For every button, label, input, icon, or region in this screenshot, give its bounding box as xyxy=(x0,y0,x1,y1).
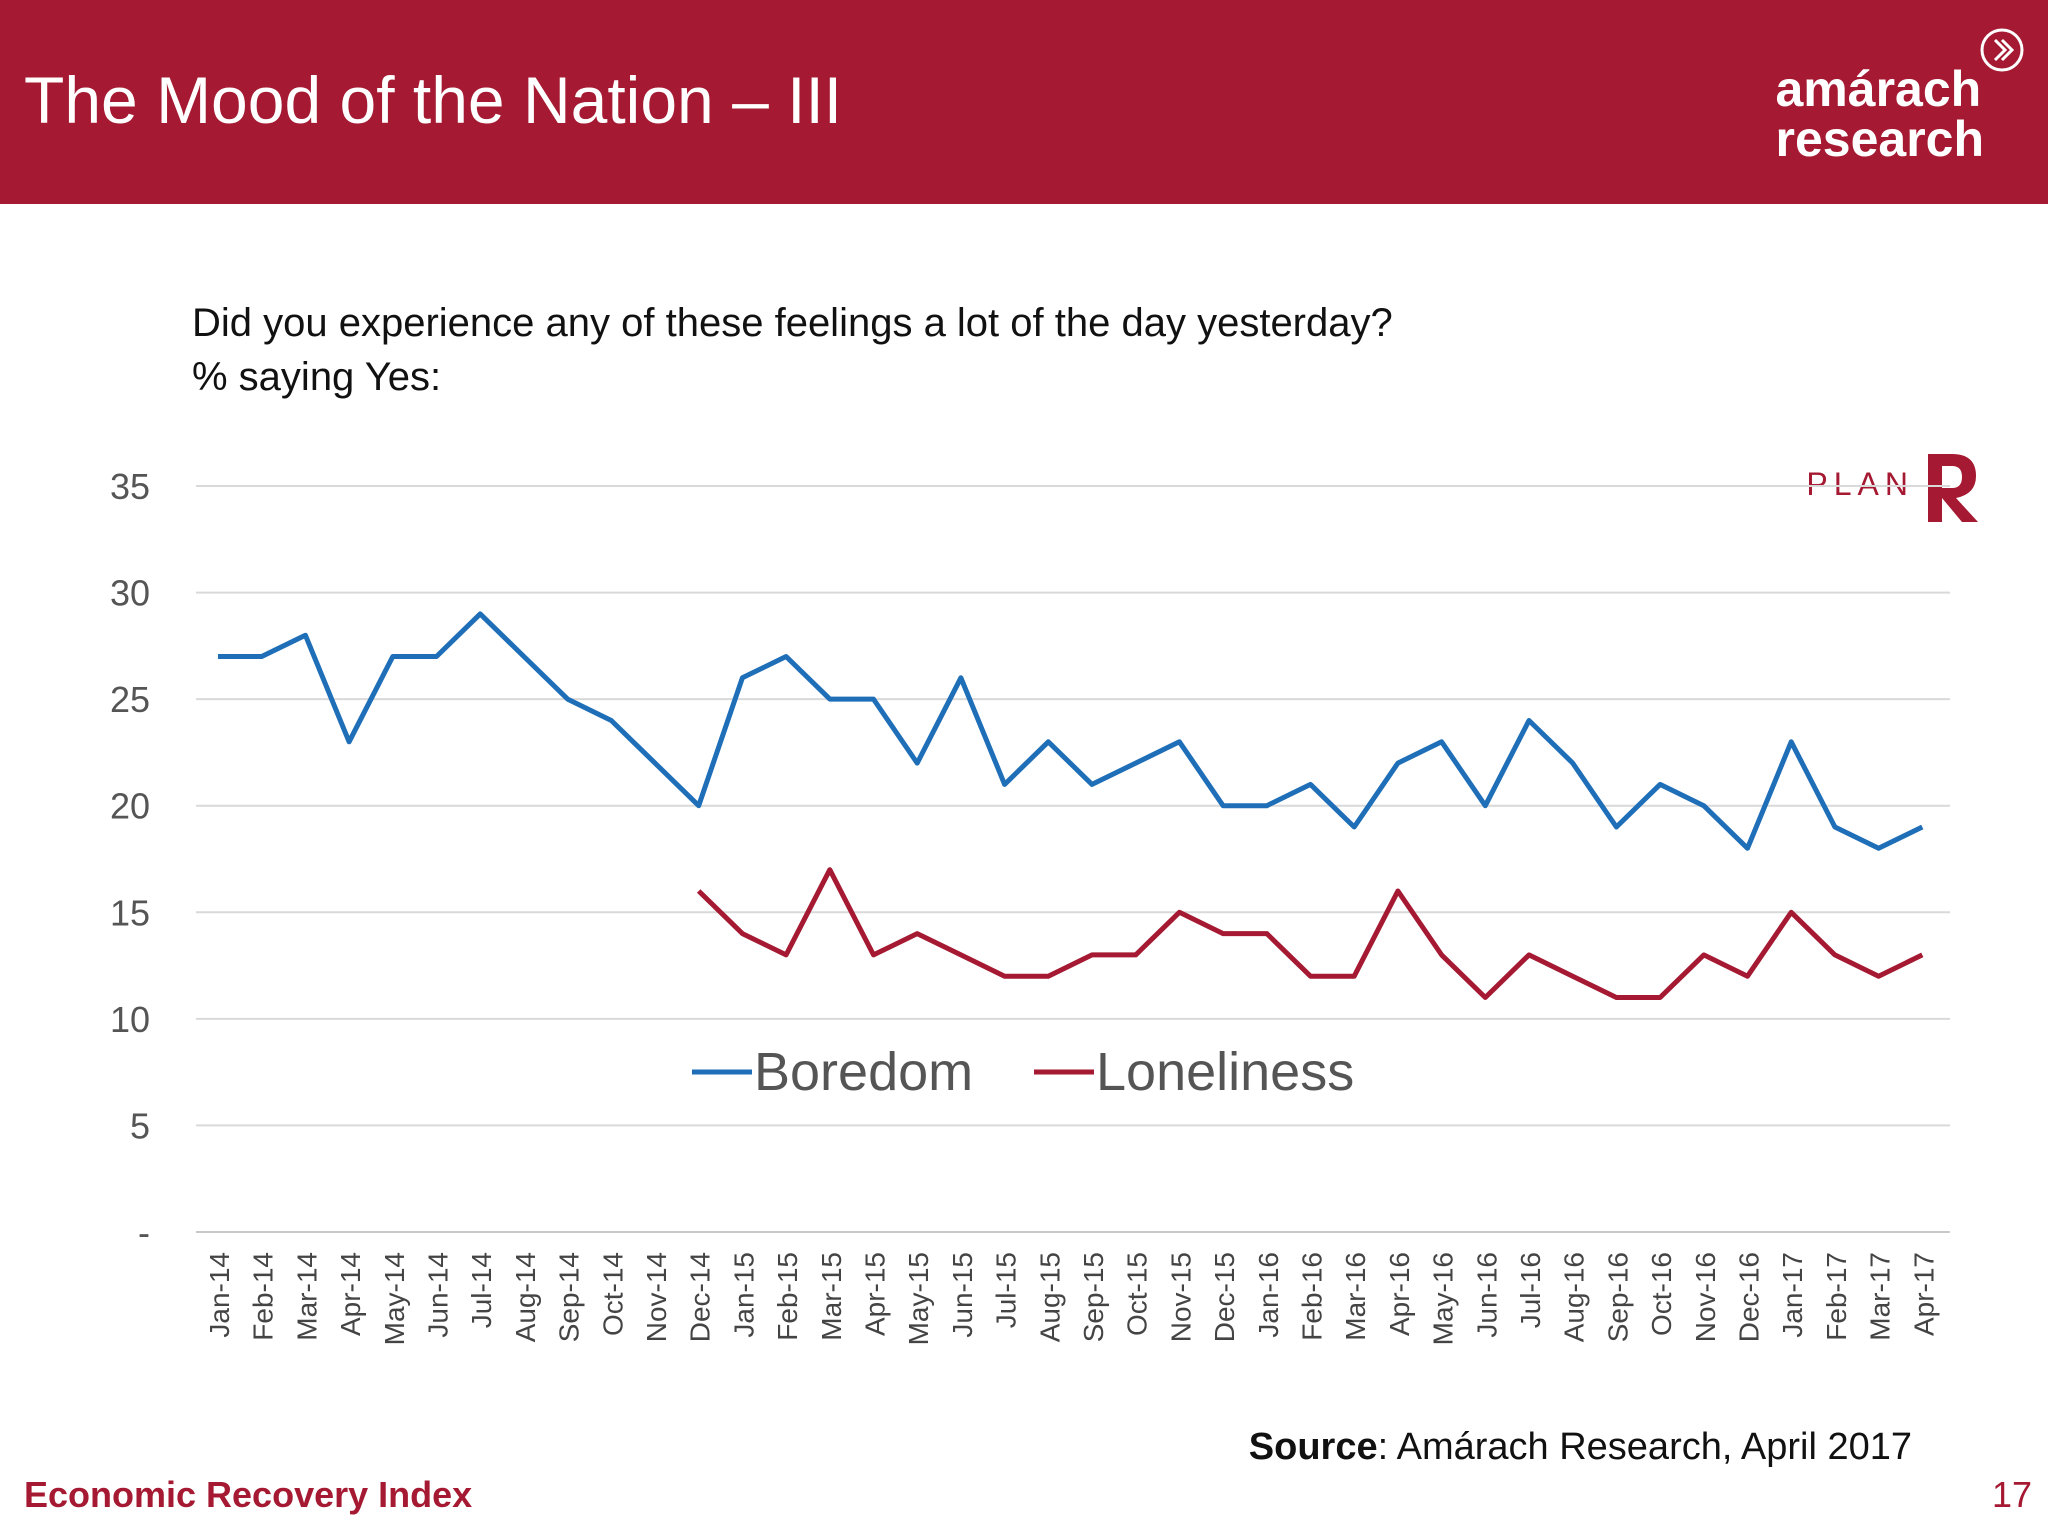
x-tick-label: Dec-15 xyxy=(1209,1252,1240,1342)
x-tick-label: Nov-16 xyxy=(1690,1252,1721,1342)
plan-r-logo: R xyxy=(1928,454,1978,522)
x-tick-label: Mar-14 xyxy=(291,1252,322,1341)
footer-title: Economic Recovery Index xyxy=(24,1474,473,1515)
series-line-boredom xyxy=(218,611,1924,851)
x-tick-label: Jun-14 xyxy=(423,1252,454,1338)
x-tick-label: Jan-15 xyxy=(728,1252,759,1338)
x-tick-label: Feb-15 xyxy=(772,1252,803,1341)
x-tick-label: May-14 xyxy=(379,1252,410,1345)
x-tick-label: Jan-14 xyxy=(204,1252,235,1338)
plan-logo-text: PLAN xyxy=(1806,466,1914,502)
source-label: Source xyxy=(1248,1426,1378,1468)
question-line2: % saying Yes: xyxy=(192,355,442,399)
x-tick-label: Jan-16 xyxy=(1253,1252,1284,1338)
header-bar: The Mood of the Nation – III amárach res… xyxy=(0,0,2048,204)
x-tick-label: Aug-16 xyxy=(1559,1252,1590,1342)
x-tick-label: Mar-16 xyxy=(1340,1252,1371,1341)
chevron-right-circle-icon xyxy=(1980,28,2024,72)
x-tick-label: Feb-17 xyxy=(1821,1252,1852,1341)
x-tick-label: Sep-16 xyxy=(1602,1252,1633,1342)
x-tick-label: Jul-15 xyxy=(991,1252,1022,1328)
source-note: Source: Amárach Research, April 2017 xyxy=(1249,1426,1912,1469)
x-tick-label: Dec-14 xyxy=(685,1252,716,1342)
x-tick-label: Sep-14 xyxy=(554,1252,585,1342)
y-tick-label: 5 xyxy=(130,1105,150,1146)
chart-grid xyxy=(196,485,1950,1233)
x-tick-label: Apr-17 xyxy=(1908,1252,1939,1336)
legend-label-boredom: Boredom xyxy=(754,1042,973,1102)
source-text: : Amárach Research, April 2017 xyxy=(1377,1426,1912,1468)
x-tick-label: Apr-16 xyxy=(1384,1252,1415,1336)
x-tick-label: Mar-17 xyxy=(1865,1252,1896,1341)
x-tick-label: Oct-15 xyxy=(1122,1252,1153,1336)
legend-label-loneliness: Loneliness xyxy=(1096,1042,1354,1102)
x-tick-label: Feb-14 xyxy=(248,1252,279,1341)
x-tick-label: Feb-16 xyxy=(1297,1252,1328,1341)
series-line-loneliness xyxy=(696,867,1924,1000)
y-tick-label: 15 xyxy=(110,892,150,933)
chart-legend: Boredom Loneliness xyxy=(692,1042,1354,1102)
x-tick-label: Aug-15 xyxy=(1034,1252,1065,1342)
x-tick-label: Nov-14 xyxy=(641,1252,672,1342)
brand-line2: research xyxy=(1775,111,1985,167)
series-lines xyxy=(218,611,1924,1000)
y-axis-ticks: - 5 10 15 20 25 30 35 xyxy=(110,466,150,1253)
x-tick-label: Jun-15 xyxy=(947,1252,978,1338)
y-tick-label: 25 xyxy=(110,679,150,720)
x-tick-label: Dec-16 xyxy=(1734,1252,1765,1342)
x-tick-label: Oct-14 xyxy=(597,1252,628,1336)
x-tick-label: Aug-14 xyxy=(510,1252,541,1342)
x-tick-label: Jul-16 xyxy=(1515,1252,1546,1328)
y-tick-label: 10 xyxy=(110,999,150,1040)
x-tick-label: Apr-15 xyxy=(860,1252,891,1336)
x-tick-label: Apr-14 xyxy=(335,1252,366,1336)
x-tick-label: Mar-15 xyxy=(816,1252,847,1341)
brand-logo: amárach research xyxy=(1776,64,1985,164)
page-number: 17 xyxy=(1991,1474,2032,1515)
y-tick-label: - xyxy=(138,1212,150,1253)
x-tick-label: Nov-15 xyxy=(1165,1252,1196,1342)
line-chart: - 5 10 15 20 25 30 35 Jan-14 Feb-14 Mar-14 Apr-14 M… xyxy=(110,466,1950,1345)
chart-question: Did you experience any of these feelings… xyxy=(192,296,1393,404)
question-line1: Did you experience any of these feelings… xyxy=(192,301,1393,345)
x-tick-label: Sep-15 xyxy=(1078,1252,1109,1342)
y-tick-label: 30 xyxy=(110,573,150,614)
brand-line1: amárach xyxy=(1775,61,1982,117)
x-tick-label: May-15 xyxy=(903,1252,934,1345)
x-tick-label: Oct-16 xyxy=(1646,1252,1677,1336)
x-tick-label: Jun-16 xyxy=(1471,1252,1502,1338)
x-tick-label: Jul-14 xyxy=(466,1252,497,1328)
y-tick-label: 20 xyxy=(110,786,150,827)
page-title: The Mood of the Nation – III xyxy=(24,63,843,137)
x-tick-label: Jan-17 xyxy=(1777,1252,1808,1338)
x-tick-label: May-16 xyxy=(1428,1252,1459,1345)
x-axis-ticks: Jan-14 Feb-14 Mar-14 Apr-14 May-14 Jun-14 Jul-… xyxy=(204,1252,1939,1345)
y-tick-label: 35 xyxy=(110,466,150,507)
